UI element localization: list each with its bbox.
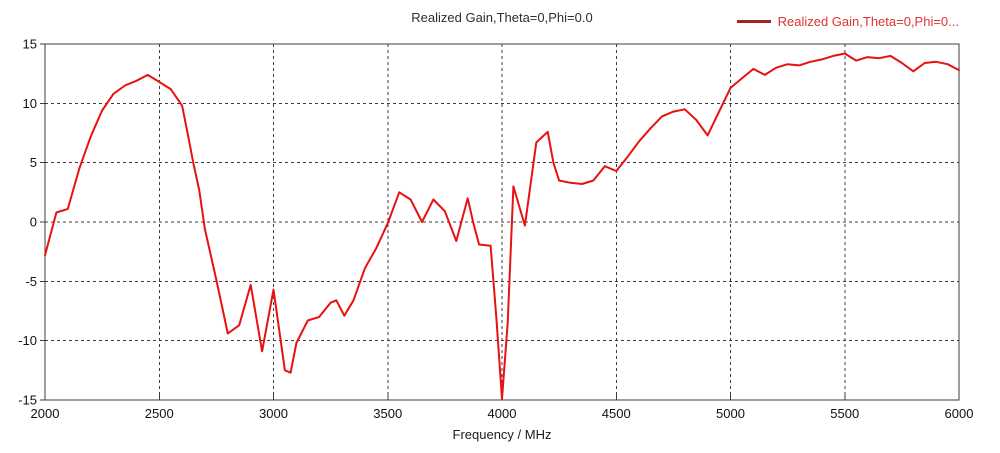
chart-title: Realized Gain,Theta=0,Phi=0.0 [411, 10, 593, 25]
y-tick-label: -15 [18, 393, 37, 408]
x-tick-label: 6000 [945, 406, 974, 421]
x-tick-label: 2500 [145, 406, 174, 421]
legend-line-sample [736, 20, 771, 23]
y-tick-label: 5 [30, 155, 37, 170]
realized-gain-curve [44, 52, 960, 400]
legend: Realized Gain,Theta=0,Phi=0... [736, 14, 959, 29]
x-axis-label: Frequency / MHz [452, 427, 552, 442]
x-tick-label: 2000 [31, 406, 60, 421]
x-tick-label: 4500 [602, 406, 631, 421]
x-tick-label: 3500 [373, 406, 402, 421]
legend-label: Realized Gain,Theta=0,Phi=0... [777, 14, 959, 29]
y-tick-label: -5 [25, 274, 37, 289]
x-tick-label: 5000 [716, 406, 745, 421]
plot-border [44, 43, 960, 401]
x-tick-label: 4000 [488, 406, 517, 421]
y-tick-label: -10 [18, 333, 37, 348]
y-tick-label: 15 [23, 37, 37, 52]
x-tick-label: 3000 [259, 406, 288, 421]
y-tick-label: 0 [30, 215, 37, 230]
y-tick-label: 10 [23, 96, 37, 111]
x-tick-label: 5500 [830, 406, 859, 421]
